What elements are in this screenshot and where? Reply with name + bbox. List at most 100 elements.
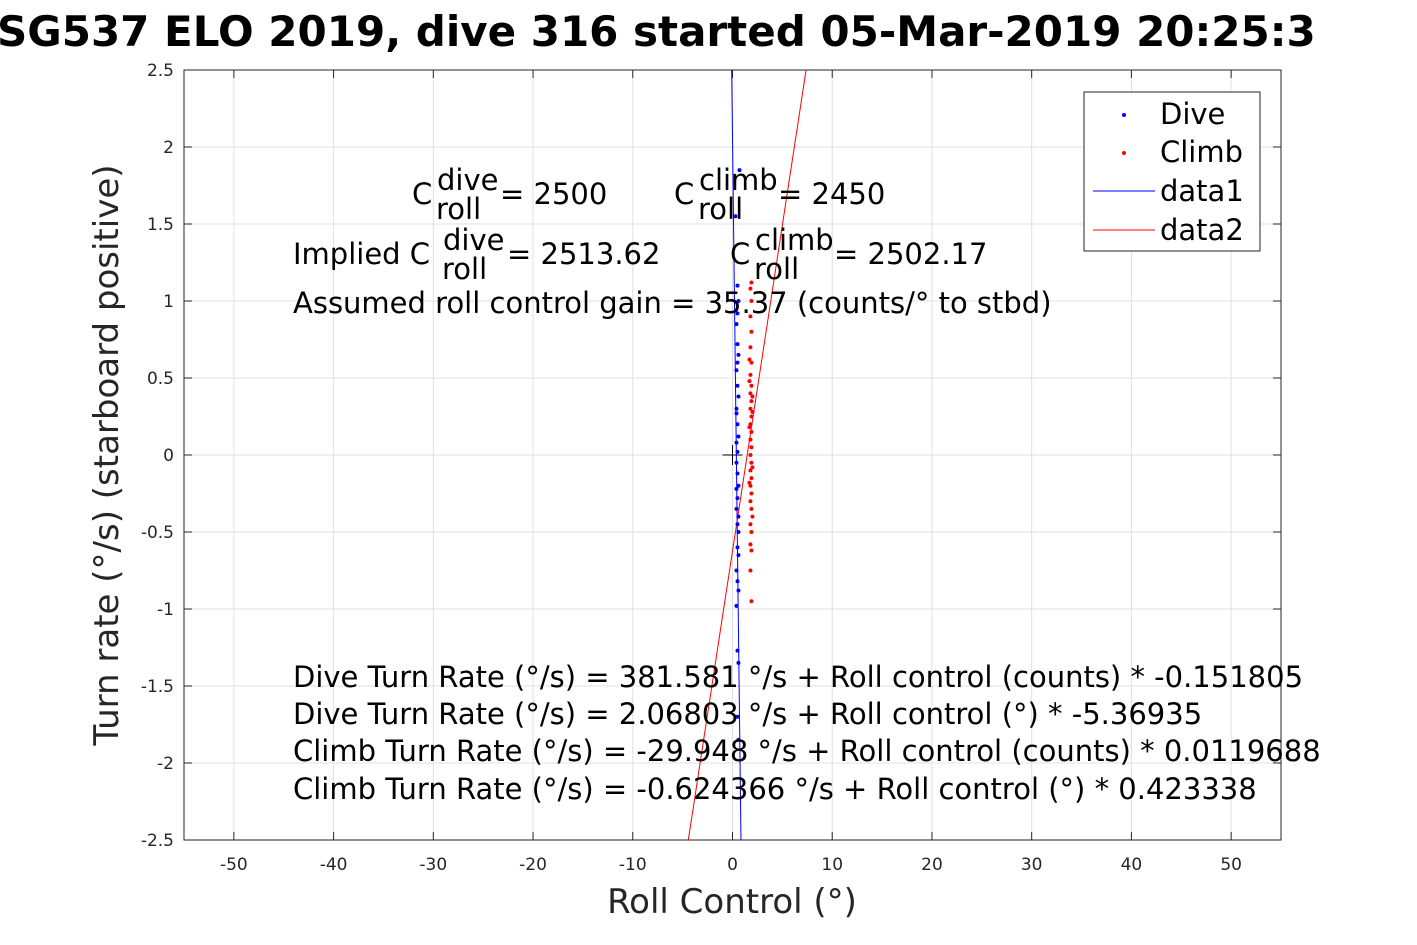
dive-point (734, 406, 739, 411)
fit-line-data2 (687, 69, 807, 841)
dive-point (735, 522, 740, 527)
dive-point (735, 360, 740, 365)
climb-point (749, 548, 754, 553)
climb-point (750, 465, 755, 470)
dive-point (736, 483, 741, 488)
dive-point (736, 553, 741, 558)
climb-point (749, 383, 754, 388)
dive-point (735, 579, 740, 584)
y-tick-labels: -2.5 -2 -1.5 -1 -0.5 0 0.5 1 1.5 2 2.5 (141, 61, 174, 851)
dive-point (737, 168, 742, 173)
dive-point (736, 299, 741, 303)
annotation-implied-climb-sup: climb (755, 223, 834, 257)
y-tick-label: -1.5 (141, 677, 174, 697)
annotation-gain: Assumed roll control gain = 35.37 (count… (293, 286, 1052, 320)
annotation-implied-climb-sub: roll (754, 252, 799, 286)
annotation-c-climb-base: C (674, 177, 694, 211)
climb-point (748, 391, 753, 396)
legend-climb-label: Climb (1160, 135, 1243, 169)
dive-point (735, 422, 740, 427)
climb-point (748, 522, 753, 527)
climb-point (748, 437, 753, 442)
annotation-implied-dive-value: = 2513.62 (507, 237, 660, 271)
climb-point (749, 599, 754, 604)
y-tick-label: -0.5 (141, 523, 174, 543)
annotation-eq2: Dive Turn Rate (°/s) = 2.06803 °/s + Rol… (293, 697, 1202, 731)
origin-marker (722, 445, 743, 465)
legend-climb-marker (1122, 151, 1126, 155)
y-tick-label: 1.5 (147, 215, 174, 235)
climb-point (747, 379, 752, 384)
annotation-implied-climb-base: C (730, 237, 750, 271)
climb-point (749, 491, 754, 496)
x-axis-label: Roll Control (°) (607, 882, 857, 922)
dive-point (734, 322, 739, 327)
climb-point (748, 314, 753, 319)
y-axis-label: Turn rate (°/s) (starboard positive) (87, 164, 127, 746)
dive-point (735, 449, 740, 454)
dive-point (734, 440, 739, 445)
x-tick-label: -10 (619, 855, 647, 875)
annotation-implied-prefix: Implied C (293, 237, 430, 271)
annotation-eq1: Dive Turn Rate (°/s) = 381.581 °/s + Rol… (293, 660, 1303, 694)
dive-point (735, 545, 740, 550)
climb-point (748, 286, 753, 291)
legend-dive-label: Dive (1160, 97, 1225, 131)
y-tick-label: 1 (163, 292, 174, 312)
y-tick-label: -2.5 (141, 831, 174, 851)
dive-point (736, 530, 741, 534)
annotation-c-climb-sup: climb (699, 163, 778, 197)
annotation-c-climb-value: = 2450 (778, 177, 885, 211)
data-points (733, 168, 755, 742)
annotation-c-dive-sub: roll (436, 192, 481, 226)
x-tick-label: 20 (921, 855, 943, 875)
climb-point (747, 425, 752, 430)
dive-point (736, 352, 741, 357)
legend-dive-marker (1122, 113, 1126, 117)
dive-point (736, 660, 741, 665)
annotation-implied-climb: C climb roll = 2502.17 (730, 223, 987, 286)
annotation-eq3: Climb Turn Rate (°/s) = -29.948 °/s + Ro… (293, 734, 1321, 768)
annotation-c-climb-sub: roll (698, 192, 743, 226)
annotation-c-dive-value: = 2500 (500, 177, 607, 211)
dive-point (736, 434, 741, 439)
annotation-c-dive-base: C (412, 177, 432, 211)
x-tick-label: 0 (727, 855, 738, 875)
climb-point (749, 460, 754, 465)
dive-point (735, 471, 740, 476)
dive-point (734, 460, 739, 465)
x-tick-label: 40 (1121, 855, 1143, 875)
x-tick-label: -40 (320, 855, 348, 875)
dive-point (735, 648, 740, 653)
climb-point (749, 299, 754, 303)
climb-point (747, 480, 752, 485)
x-tick-label: -50 (220, 855, 248, 875)
x-tick-label: 50 (1220, 855, 1242, 875)
y-tick-label: -2 (157, 754, 174, 774)
climb-point (748, 568, 753, 573)
annotation-c-dive: C dive roll = 2500 (412, 163, 607, 226)
dive-point (734, 486, 739, 491)
x-tick-label: -30 (419, 855, 447, 875)
annotation-implied-dive-sub: roll (442, 252, 487, 286)
dive-point (735, 383, 740, 388)
dive-point (734, 506, 739, 511)
climb-point (748, 406, 753, 411)
dive-point (735, 311, 740, 316)
annotation-implied-dive: Implied C dive roll = 2513.62 (293, 223, 660, 286)
y-tick-label: 0 (163, 446, 174, 466)
climb-point (750, 409, 755, 414)
dive-point (736, 588, 741, 593)
climb-point (748, 468, 753, 473)
dive-point (735, 714, 740, 719)
climb-point (748, 422, 753, 427)
annotation-implied-climb-value: = 2502.17 (834, 237, 987, 271)
climb-point (749, 414, 754, 419)
dive-point (736, 394, 741, 399)
climb-point (750, 394, 755, 399)
y-tick-label: 2.5 (147, 61, 174, 81)
climb-point (749, 476, 754, 481)
y-tick-label: 2 (163, 138, 174, 158)
annotation-implied-dive-sup: dive (443, 223, 504, 257)
